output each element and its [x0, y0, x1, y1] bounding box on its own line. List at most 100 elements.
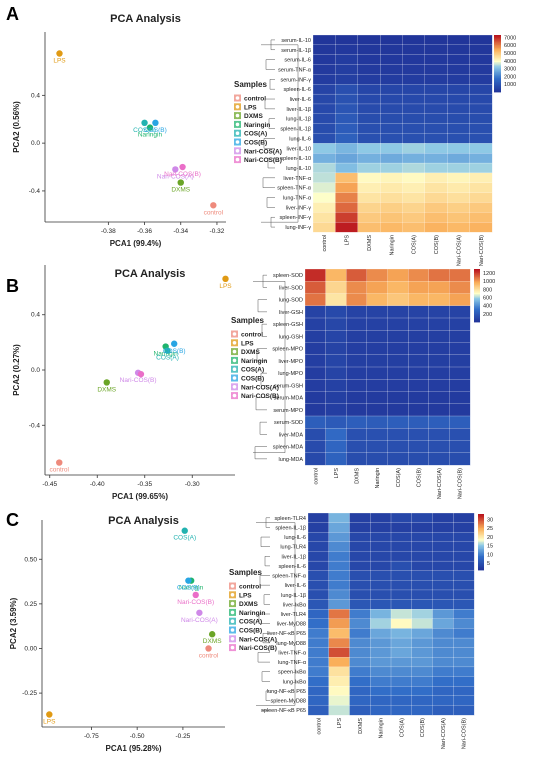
pca-point: [146, 124, 154, 131]
y-tick-label: 0.00: [24, 645, 37, 652]
colorbar-segment: [494, 63, 501, 66]
heatmap-cell: [424, 172, 448, 184]
colorbar-tick-label: 5: [487, 561, 490, 567]
legend-swatch-dot: [235, 157, 240, 162]
heatmap-cell: [328, 580, 350, 591]
heatmap-cell: [325, 415, 347, 429]
heatmap-row-label: spleen-MDA: [273, 445, 304, 451]
colorbar-segment: [478, 561, 484, 564]
heatmap-cell: [447, 212, 471, 223]
heatmap-cell: [453, 637, 475, 649]
heatmap-cell: [349, 589, 371, 600]
pca-title: PCA Analysis: [108, 515, 179, 527]
heatmap-cell: [304, 317, 327, 331]
heatmap-cell: [411, 657, 433, 668]
heatmap-cell: [390, 628, 413, 639]
heatmap-cell: [469, 153, 493, 164]
heatmap-cell: [328, 647, 350, 658]
pca-title: PCA Analysis: [115, 268, 186, 280]
x-tick-label: -0.36: [137, 228, 152, 235]
heatmap-cell: [370, 522, 392, 533]
heatmap-cell: [346, 281, 368, 294]
dendrogram-branch: [263, 594, 270, 605]
heatmap-cell: [335, 143, 359, 154]
legend-label: COS(B): [239, 628, 262, 635]
legend-label: COS(B): [241, 376, 264, 383]
colorbar-segment: [478, 523, 484, 526]
heatmap-cell: [328, 570, 350, 581]
heatmap-cell: [335, 103, 359, 115]
heatmap-cell: [402, 74, 426, 85]
heatmap-cell: [469, 202, 493, 213]
heatmap-cell: [312, 44, 336, 56]
heatmap-cell: [390, 676, 413, 687]
heatmap-cell: [357, 182, 381, 194]
heatmap-cell: [370, 570, 392, 581]
heatmap-cell: [357, 202, 381, 213]
heatmap-cell: [325, 293, 347, 307]
heatmap-cell: [349, 580, 371, 591]
legend-swatch-dot: [235, 113, 240, 118]
heatmap-cell: [370, 532, 392, 543]
heatmap-cell: [402, 133, 426, 144]
heatmap-cell: [335, 212, 359, 223]
colorbar-segment: [478, 521, 484, 523]
heatmap-cell: [402, 182, 426, 194]
heatmap-cell: [447, 74, 471, 85]
legend-label: DXMS: [239, 601, 258, 608]
heatmap-cell: [307, 580, 330, 591]
heatmap-cell: [349, 666, 371, 677]
colorbar-tick-label: 7000: [504, 35, 516, 41]
heatmap-cell: [307, 637, 330, 649]
heatmap-row-label: lung-TNF-α: [278, 660, 307, 666]
pca-point: [222, 275, 229, 283]
colorbar-tick-label: 30: [487, 517, 493, 523]
panel-letter-a: A: [6, 4, 19, 24]
heatmap-cell: [346, 293, 368, 307]
colorbar-segment: [478, 533, 484, 536]
legend-label: COS(A): [239, 619, 262, 626]
colorbar-segment: [474, 269, 480, 271]
heatmap-cell: [304, 379, 327, 392]
heatmap-cell: [380, 103, 403, 115]
legend-label: Nari-COS(A): [241, 384, 279, 391]
colorbar-segment: [478, 546, 484, 548]
heatmap-cell: [424, 153, 448, 164]
colorbar-segment: [474, 274, 480, 277]
heatmap-cell: [469, 103, 493, 115]
heatmap-cell: [408, 330, 430, 343]
colorbar-segment: [474, 275, 480, 278]
colorbar-segment: [474, 286, 480, 288]
heatmap-cell: [370, 541, 392, 552]
colorbar-segment: [494, 66, 501, 69]
heatmap-cell: [432, 580, 454, 591]
heatmap-row-label: spleen-IL-1β: [275, 525, 306, 531]
heatmap-cell: [402, 212, 426, 223]
heatmap-row-label: spleen-IL-6: [283, 87, 311, 93]
colorbar-segment: [474, 306, 480, 308]
heatmap-cell: [387, 440, 409, 454]
heatmap-cell: [449, 366, 471, 380]
colorbar-segment: [474, 319, 480, 322]
heatmap-cell: [328, 618, 350, 629]
legend-swatch-dot: [232, 376, 237, 380]
pca-point-label: control: [199, 652, 219, 659]
heatmap-cell: [408, 281, 430, 294]
heatmap-cell: [335, 34, 359, 46]
colorbar-tick-label: 15: [487, 544, 493, 550]
heatmap-cell: [428, 366, 450, 380]
heatmap-col-label: COS(A): [396, 468, 402, 487]
heatmap-cell: [424, 44, 448, 56]
heatmap-cell: [328, 599, 350, 610]
heatmap-cell: [390, 532, 413, 543]
heatmap-cell: [366, 366, 388, 380]
colorbar-segment: [474, 299, 480, 302]
heatmap-cell: [304, 305, 327, 319]
heatmap-cell: [432, 522, 454, 533]
heatmap-cell: [325, 281, 347, 294]
colorbar-segment: [478, 565, 484, 568]
dendrogram-branch: [257, 652, 270, 663]
colorbar-tick-label: 6000: [504, 43, 516, 49]
heatmap-cell: [335, 44, 359, 56]
pca-point: [56, 459, 63, 466]
